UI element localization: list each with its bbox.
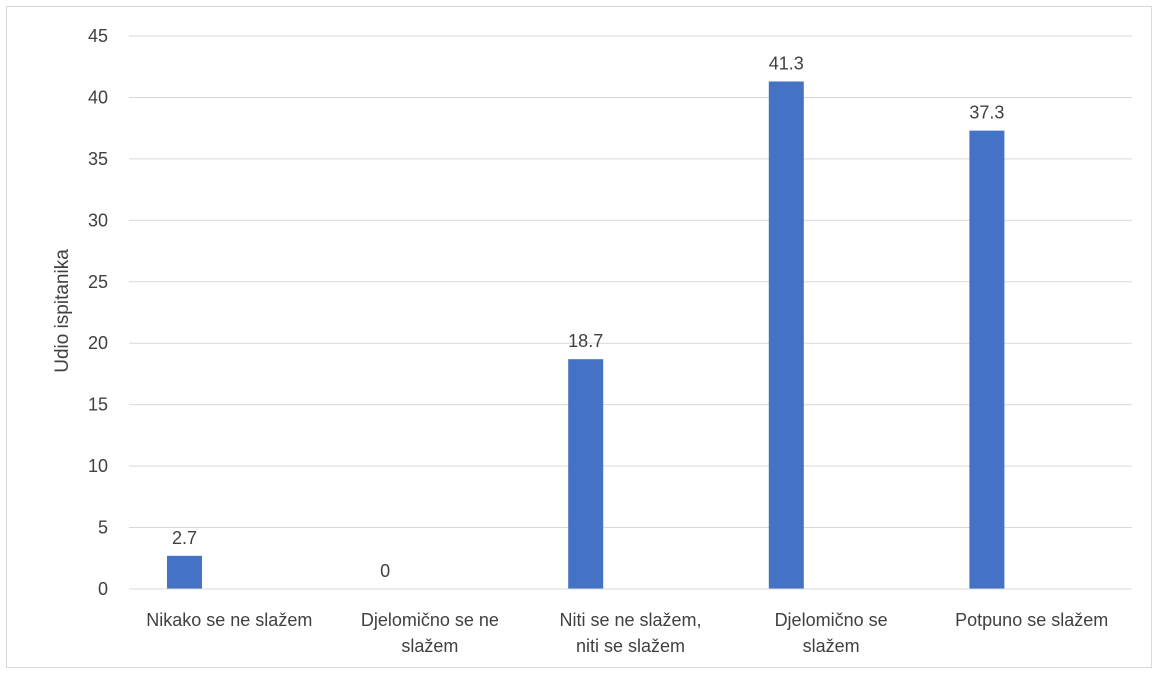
y-tick-label: 20 — [88, 333, 108, 353]
y-tick-label: 30 — [88, 210, 108, 230]
y-tick-label: 15 — [88, 395, 108, 415]
data-labels: 2.7 0 18.7 41.3 37.3 — [172, 53, 1004, 581]
category-label-line: Djelomično se ne — [361, 610, 499, 630]
y-tick-label: 5 — [98, 518, 108, 538]
category-label-line: Nikako se ne slažem — [146, 610, 312, 630]
data-label: 37.3 — [969, 103, 1004, 123]
bar — [768, 81, 804, 590]
category-labels: Nikako se ne slažem Djelomično se ne slaže… — [146, 610, 1108, 656]
category-label-line: Djelomično se — [775, 610, 888, 630]
bar — [167, 555, 202, 589]
gridlines — [129, 35, 1132, 529]
y-tick-label: 0 — [98, 579, 108, 599]
category-label: Nikako se ne slažem — [146, 610, 312, 630]
data-label: 18.7 — [568, 331, 603, 351]
y-tick-label: 35 — [88, 149, 108, 169]
y-axis-title: Udio ispitanika — [52, 249, 73, 373]
data-label: 0 — [380, 561, 390, 581]
category-label-line: niti se slažem — [576, 636, 685, 656]
y-tick-label: 40 — [88, 87, 108, 107]
category-label-line: slažem — [803, 636, 860, 656]
category-label: Djelomično se ne slažem — [361, 610, 499, 656]
bars — [167, 81, 1005, 590]
y-tick-label: 25 — [88, 272, 108, 292]
category-label-line: Potpuno se slažem — [955, 610, 1108, 630]
category-label: Niti se ne slažem, niti se slažem — [559, 610, 701, 656]
y-tick-label: 10 — [88, 456, 108, 476]
y-tick-labels: 0 5 10 15 20 25 30 35 40 45 — [88, 26, 108, 599]
category-label: Potpuno se slažem — [955, 610, 1108, 630]
data-label: 41.3 — [769, 53, 804, 73]
bar — [969, 130, 1005, 589]
category-label-line: slažem — [401, 636, 458, 656]
category-label: Djelomično se slažem — [775, 610, 888, 656]
category-label-line: Niti se ne slažem, — [559, 610, 701, 630]
y-tick-label: 45 — [88, 26, 108, 46]
data-label: 2.7 — [172, 528, 197, 548]
bar — [568, 359, 604, 589]
